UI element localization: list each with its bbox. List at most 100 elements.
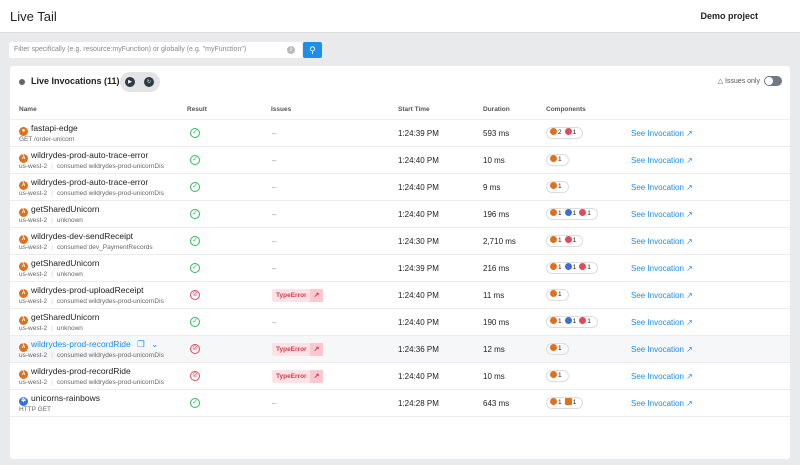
component-error: 1 xyxy=(564,128,576,136)
function-name[interactable]: λ getSharedUnicorn xyxy=(19,204,100,217)
search-icon: ⚲ xyxy=(309,45,316,55)
play-button[interactable]: ▶ xyxy=(125,77,135,87)
see-invocation-link[interactable]: See Invocation ↗ xyxy=(631,183,693,192)
function-name[interactable]: λ wildrydes-dev-sendReceipt xyxy=(19,231,133,244)
see-invocation-link[interactable]: See Invocation ↗ xyxy=(631,264,693,273)
lambda-icon xyxy=(550,371,557,378)
component-count: 1 xyxy=(587,210,591,217)
row-subtitle-group: GET /order-unicorn xyxy=(19,136,75,143)
external-link-icon[interactable]: ↗ xyxy=(310,370,323,383)
function-name-text: wildrydes-prod-recordRide xyxy=(31,339,131,349)
row-subtitle: unknown xyxy=(56,217,83,224)
error-icon: ⊘ xyxy=(190,371,200,381)
table-row[interactable]: λ wildrydes-dev-sendReceipt us-west-2 | con… xyxy=(10,228,790,255)
external-link-icon[interactable]: ↗ xyxy=(310,289,323,302)
filter-input[interactable]: Filter specifically (e.g. resource:myFun… xyxy=(9,42,302,58)
info-icon[interactable]: i xyxy=(287,46,295,54)
external-link-icon: ↗ xyxy=(686,237,693,246)
issue-badge[interactable]: TypeError ↗ xyxy=(272,289,323,302)
component-lambda: 1 xyxy=(550,290,562,298)
duration: 12 ms xyxy=(483,345,505,354)
component-error: 1 xyxy=(579,209,591,217)
function-name[interactable]: λ wildrydes-prod-auto-trace-error xyxy=(19,177,148,190)
start-time: 1:24:30 PM xyxy=(398,237,439,246)
table-row[interactable]: λ wildrydes-prod-uploadReceipt us-west-2 |… xyxy=(10,282,790,309)
component-error: 1 xyxy=(564,236,576,244)
blue-icon xyxy=(564,263,572,270)
table-row[interactable]: ● fastapi-edge GET /order-unicorn ✓ – 1:2… xyxy=(10,120,790,147)
function-name-text: wildrydes-prod-auto-trace-error xyxy=(31,177,149,187)
issues-only-toggle[interactable] xyxy=(764,76,782,86)
component-count: 1 xyxy=(587,264,591,271)
table-row[interactable]: λ wildrydes-prod-auto-trace-error us-west… xyxy=(10,174,790,201)
row-subtitle: us-west-2 xyxy=(19,352,48,359)
external-link-icon[interactable]: ↗ xyxy=(310,343,323,356)
component-lambda: 1 xyxy=(550,236,562,244)
see-invocation-link[interactable]: See Invocation ↗ xyxy=(631,156,693,165)
issue-none: – xyxy=(272,399,277,408)
top-bar: Live Tail Demo project xyxy=(0,0,800,33)
project-selector[interactable]: Demo project xyxy=(700,11,758,21)
components: 1 xyxy=(546,181,569,193)
see-invocation-link[interactable]: See Invocation ↗ xyxy=(631,318,693,327)
table-row[interactable]: λ getSharedUnicorn us-west-2 | unknown ✓ – … xyxy=(10,309,790,336)
table-row[interactable]: λ wildrydes-prod-auto-trace-error us-west… xyxy=(10,147,790,174)
blue-icon xyxy=(564,317,572,324)
table-row[interactable]: λ getSharedUnicorn us-west-2 | unknown ✓ – … xyxy=(10,255,790,282)
function-name[interactable]: λ getSharedUnicorn xyxy=(19,258,100,271)
success-icon: ✓ xyxy=(190,209,200,219)
function-name-text: getSharedUnicorn xyxy=(31,204,100,214)
col-name: Name xyxy=(19,106,37,113)
issue-badge[interactable]: TypeError ↗ xyxy=(272,343,323,356)
row-subtitle: consumed wildrydes-prod-unicornDis xyxy=(56,163,164,170)
card-title: Live Invocations (11) xyxy=(31,76,120,86)
table-row[interactable]: λ wildrydes-prod-recordRide ❐ ⌄ us-west-2… xyxy=(10,336,790,363)
component-lambda: 1 xyxy=(550,263,562,271)
function-name[interactable]: λ wildrydes-prod-recordRide ❐ ⌄ xyxy=(19,339,158,352)
function-name-text: getSharedUnicorn xyxy=(31,258,100,268)
fastapi-icon: ● xyxy=(19,127,28,136)
component-blue: 1 xyxy=(564,317,576,325)
function-name[interactable]: ✲ unicorns-rainbows xyxy=(19,393,100,406)
row-subtitle: consumed wildrydes-prod-unicornDis xyxy=(56,379,164,386)
success-icon: ✓ xyxy=(190,182,200,192)
function-name[interactable]: λ wildrydes-prod-recordRide xyxy=(19,366,131,379)
issue-none: – xyxy=(272,237,277,246)
search-button[interactable]: ⚲ xyxy=(303,42,322,58)
see-invocation-link[interactable]: See Invocation ↗ xyxy=(631,345,693,354)
see-invocation-link[interactable]: See Invocation ↗ xyxy=(631,372,693,381)
see-invocation-link[interactable]: See Invocation ↗ xyxy=(631,210,693,219)
lambda-icon: λ xyxy=(19,208,28,217)
lambda-icon xyxy=(550,263,557,270)
lambda-icon xyxy=(550,344,557,351)
component-count: 1 xyxy=(558,156,562,163)
function-name[interactable]: λ wildrydes-prod-uploadReceipt xyxy=(19,285,143,298)
success-icon: ✓ xyxy=(190,236,200,246)
see-invocation-label: See Invocation xyxy=(631,372,684,381)
table-header: Name Result Issues Start Time Duration C… xyxy=(10,100,790,120)
see-invocation-link[interactable]: See Invocation ↗ xyxy=(631,291,693,300)
issue-badge[interactable]: TypeError ↗ xyxy=(272,370,323,383)
start-time: 1:24:40 PM xyxy=(398,318,439,327)
external-link-icon: ↗ xyxy=(686,291,693,300)
table-row[interactable]: λ getSharedUnicorn us-west-2 | unknown ✓ – … xyxy=(10,201,790,228)
see-invocation-link[interactable]: See Invocation ↗ xyxy=(631,399,693,408)
row-subtitle-group: us-west-2 | consumed wildrydes-prod-unicor… xyxy=(19,352,164,359)
row-subtitle: us-west-2 xyxy=(19,271,48,278)
issue-none: – xyxy=(272,318,277,327)
table-row[interactable]: ✲ unicorns-rainbows HTTP GET ✓ – 1:24:28 … xyxy=(10,390,790,417)
duration: 10 ms xyxy=(483,372,505,381)
chevron-down-icon[interactable]: ⌄ xyxy=(151,339,159,349)
duration: 10 ms xyxy=(483,156,505,165)
see-invocation-link[interactable]: See Invocation ↗ xyxy=(631,237,693,246)
function-name[interactable]: λ wildrydes-prod-auto-trace-error xyxy=(19,150,148,163)
function-name[interactable]: ● fastapi-edge xyxy=(19,123,78,136)
function-name[interactable]: λ getSharedUnicorn xyxy=(19,312,100,325)
table-row[interactable]: λ wildrydes-prod-recordRide us-west-2 | con… xyxy=(10,363,790,390)
copy-icon[interactable]: ❐ xyxy=(137,339,145,349)
start-time: 1:24:40 PM xyxy=(398,156,439,165)
refresh-button[interactable]: ↻ xyxy=(144,77,154,87)
see-invocation-link[interactable]: See Invocation ↗ xyxy=(631,129,693,138)
